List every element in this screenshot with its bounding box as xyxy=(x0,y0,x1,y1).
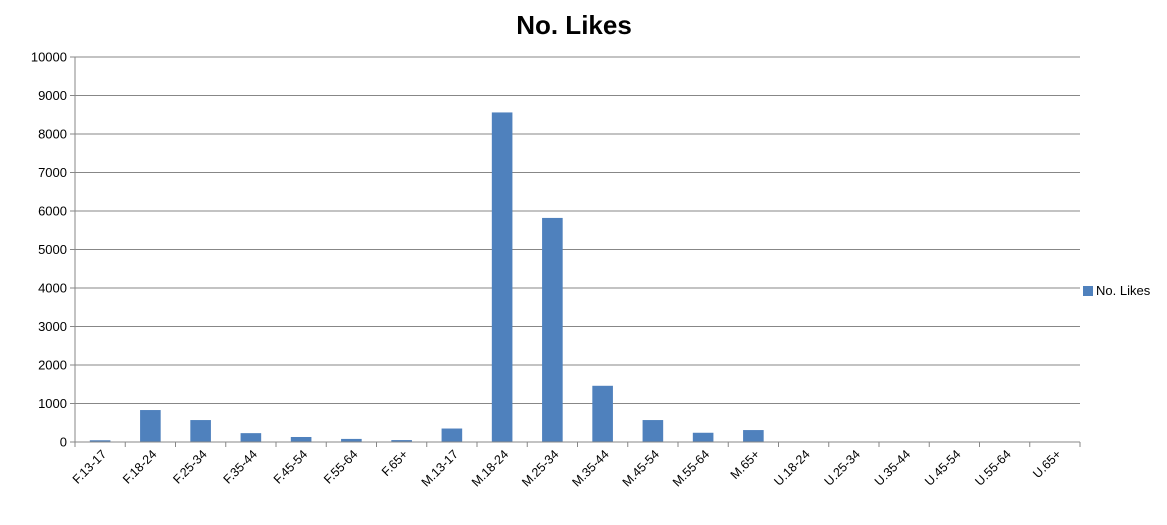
bar-f-18-24 xyxy=(140,410,161,442)
x-tick-label: M.65+ xyxy=(728,447,763,482)
legend-swatch xyxy=(1083,286,1093,296)
y-tick-label: 10000 xyxy=(31,50,67,65)
gridlines xyxy=(75,56,1080,404)
bar-m-55-64 xyxy=(692,432,714,442)
bar-m-25-34 xyxy=(542,217,563,442)
y-axis: 0 1000 2000 3000 4000 5000 6000 7000 8000 9000 100… xyxy=(31,50,76,450)
x-tick-label: F.35-44 xyxy=(221,447,260,486)
x-tick-label: F.13-17 xyxy=(70,447,109,486)
y-tick-label: 1000 xyxy=(38,396,67,411)
x-tick-label: F.65+ xyxy=(379,447,411,479)
bar-f-45-54 xyxy=(290,436,312,442)
y-tick-label: 0 xyxy=(60,435,67,450)
bar-f-55-64 xyxy=(341,438,362,442)
y-tick-label: 6000 xyxy=(38,204,67,219)
bar-f-35-44 xyxy=(240,433,262,442)
x-tick-label: M.13-17 xyxy=(419,447,461,489)
bar-f-65- xyxy=(391,440,412,442)
x-tick-label: U.65+ xyxy=(1030,447,1064,481)
y-tick-label: 2000 xyxy=(38,358,67,373)
bar-m-13-17 xyxy=(441,428,463,442)
bar-m-18-24 xyxy=(491,112,513,442)
x-tick-label: M.45-54 xyxy=(620,447,662,489)
y-tick-label: 9000 xyxy=(38,88,67,103)
y-tick-label: 8000 xyxy=(38,127,67,142)
x-tick-label: M.18-24 xyxy=(469,447,511,489)
y-tick-label: 5000 xyxy=(38,242,67,257)
x-axis: F.13-17 F.18-24 F.25-34 F.35-44 F.45-54 F.55-… xyxy=(70,441,1081,490)
bar-f-13-17 xyxy=(89,440,111,442)
x-tick-label: U.25-34 xyxy=(822,447,863,488)
bar-m-65- xyxy=(743,430,764,442)
x-tick-label: F.18-24 xyxy=(120,447,159,486)
y-tick-label: 4000 xyxy=(38,281,67,296)
chart-title: No. Likes xyxy=(516,10,632,40)
legend-label: No. Likes xyxy=(1096,283,1151,298)
x-tick-label: M.25-34 xyxy=(519,447,561,489)
bar-f-25-34 xyxy=(190,420,211,442)
bar-series xyxy=(89,112,764,442)
x-tick-label: U.35-44 xyxy=(872,447,913,488)
bar-m-35-44 xyxy=(592,385,613,442)
x-tick-label: U.55-64 xyxy=(972,447,1013,488)
x-tick-label: F.55-64 xyxy=(321,447,360,486)
x-tick-label: M.55-64 xyxy=(670,447,712,489)
x-tick-label: U.45-54 xyxy=(922,447,963,488)
legend: No. Likes xyxy=(1083,283,1151,298)
x-tick-label: F.45-54 xyxy=(271,447,310,486)
x-tick-label: U.18-24 xyxy=(771,447,812,488)
x-tick-label: M.35-44 xyxy=(569,447,611,489)
y-tick-label: 7000 xyxy=(38,165,67,180)
bar-m-45-54 xyxy=(642,420,664,442)
x-tick-label: F.25-34 xyxy=(170,447,209,486)
y-tick-label: 3000 xyxy=(38,319,67,334)
